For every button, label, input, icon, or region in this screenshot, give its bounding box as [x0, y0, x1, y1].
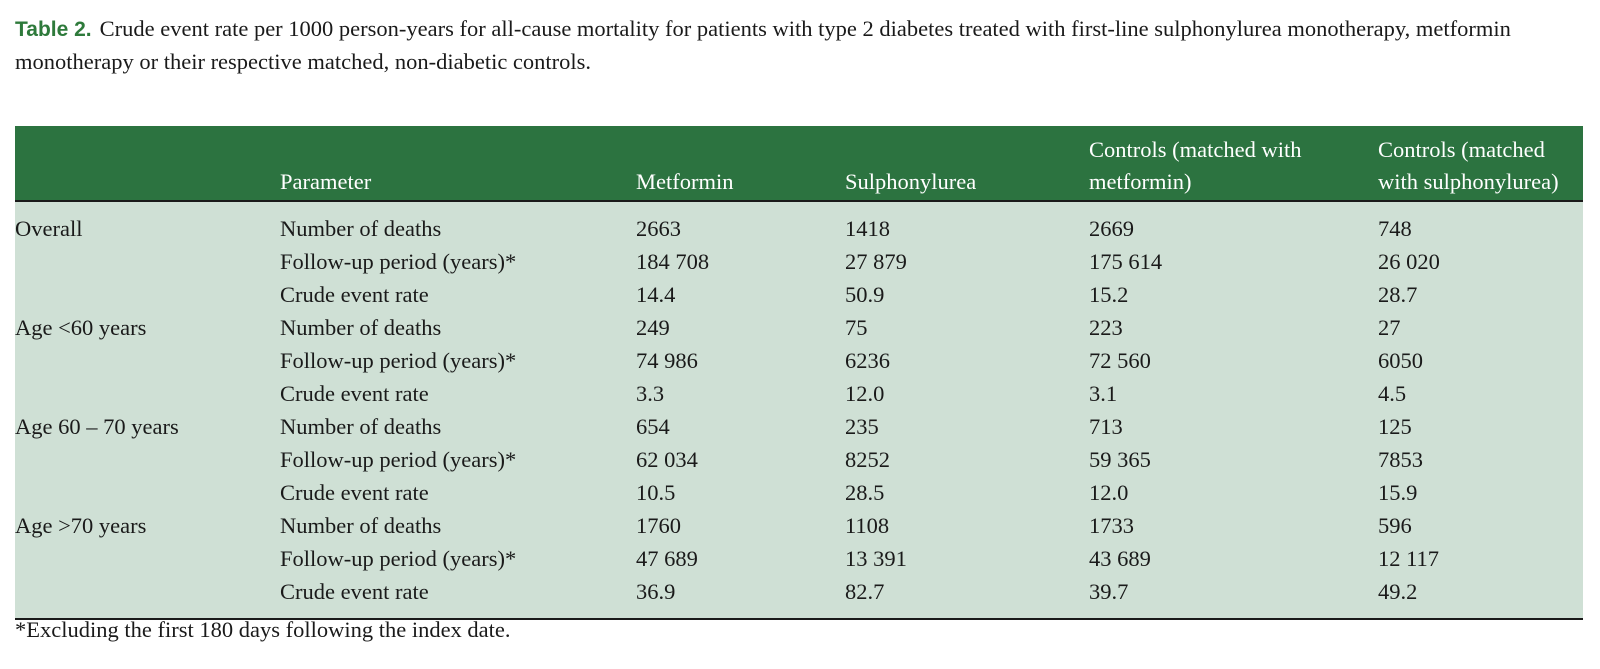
value-cell: 1418: [845, 200, 1089, 245]
table-header: Parameter Metformin Sulphonylurea Controls …: [15, 126, 1583, 201]
value-cell: 235: [845, 414, 879, 439]
parameter-cell: Follow-up period (years)*: [280, 447, 517, 472]
value-cell: 62 034: [636, 447, 698, 472]
column-header: Controls (matched with metformin): [1089, 137, 1302, 194]
parameter-cell: Crude event rate: [280, 282, 429, 307]
value-cell: 74 986: [636, 348, 698, 373]
value-cell: 7853: [1378, 447, 1423, 472]
value-cell: 713: [1089, 414, 1123, 439]
group-cell: Age 60 – 70 years: [15, 414, 179, 439]
table-row: Crude event rate 10.5 28.5 12.0 15.9: [15, 476, 1583, 509]
caption-text: Crude event rate per 1000 person-years f…: [15, 16, 1511, 74]
table-row: Overall Number of deaths 2663 1418 2669 748: [15, 200, 1583, 245]
value-cell: 6236: [845, 348, 890, 373]
header-row: Parameter Metformin Sulphonylurea Controls …: [15, 126, 1583, 201]
parameter-cell: Number of deaths: [280, 513, 442, 538]
value-cell: 59 365: [1089, 447, 1151, 472]
value-cell: 12.0: [1089, 480, 1129, 505]
parameter-cell: Number of deaths: [280, 200, 636, 245]
value-cell: 27: [1378, 315, 1401, 340]
value-cell: 13 391: [845, 546, 907, 571]
table-row: Age 60 – 70 years Number of deaths 654 235 7…: [15, 410, 1583, 443]
value-cell: 223: [1089, 315, 1123, 340]
parameter-cell: Follow-up period (years)*: [280, 546, 517, 571]
value-cell: 3.3: [636, 381, 665, 406]
value-cell: 72 560: [1089, 348, 1151, 373]
value-cell: 26 020: [1378, 249, 1440, 274]
value-cell: 36.9: [636, 575, 845, 620]
table-caption: Table 2. Crude event rate per 1000 person…: [15, 13, 1585, 78]
value-cell: 596: [1378, 513, 1412, 538]
value-cell: 10.5: [636, 480, 676, 505]
column-header: Metformin: [636, 169, 734, 194]
parameter-cell: Number of deaths: [280, 414, 442, 439]
parameter-cell: Number of deaths: [280, 315, 442, 340]
group-cell: [15, 377, 280, 410]
value-cell: 75: [845, 315, 868, 340]
group-cell: Age >70 years: [15, 513, 147, 538]
value-cell: 28.7: [1378, 282, 1418, 307]
group-cell: [15, 542, 280, 575]
value-cell: 3.1: [1089, 381, 1118, 406]
table-row: Follow-up period (years)* 62 034 8252 59 36…: [15, 443, 1583, 476]
table-row: Crude event rate 3.3 12.0 3.1 4.5: [15, 377, 1583, 410]
value-cell: 184 708: [636, 249, 710, 274]
group-cell: Overall: [15, 200, 280, 245]
parameter-cell: Crude event rate: [280, 480, 429, 505]
table-label: Table 2.: [15, 18, 92, 41]
value-cell: 1108: [845, 513, 890, 538]
table-row: Crude event rate 14.4 50.9 15.2 28.7: [15, 278, 1583, 311]
column-header: Parameter: [280, 169, 372, 194]
value-cell: 82.7: [845, 575, 1089, 620]
value-cell: 125: [1378, 414, 1412, 439]
parameter-cell: Follow-up period (years)*: [280, 348, 517, 373]
table-row: Age <60 years Number of deaths 249 75 223 27: [15, 311, 1583, 344]
value-cell: 654: [636, 414, 670, 439]
value-cell: 28.5: [845, 480, 885, 505]
value-cell: 1733: [1089, 513, 1134, 538]
group-cell: Age <60 years: [15, 315, 147, 340]
value-cell: 175 614: [1089, 249, 1163, 274]
value-cell: 15.2: [1089, 282, 1129, 307]
value-cell: 2669: [1089, 200, 1378, 245]
table-row: Follow-up period (years)* 47 689 13 391 43 …: [15, 542, 1583, 575]
column-header: Sulphonylurea: [845, 169, 977, 194]
value-cell: 27 879: [845, 249, 907, 274]
value-cell: 39.7: [1089, 575, 1378, 620]
column-header: [15, 126, 280, 201]
group-cell: [15, 245, 280, 278]
group-cell: [15, 476, 280, 509]
table-row: Age >70 years Number of deaths 1760 1108 173…: [15, 509, 1583, 542]
data-table-container: Parameter Metformin Sulphonylurea Controls …: [15, 126, 1583, 620]
parameter-cell: Follow-up period (years)*: [280, 249, 517, 274]
data-table: Parameter Metformin Sulphonylurea Controls …: [15, 126, 1583, 620]
value-cell: 748: [1378, 200, 1583, 245]
value-cell: 49.2: [1378, 575, 1583, 620]
value-cell: 249: [636, 315, 670, 340]
table-row: Crude event rate 36.9 82.7 39.7 49.2: [15, 575, 1583, 620]
group-cell: [15, 344, 280, 377]
column-header: Controls (matched with sulphonylurea): [1378, 137, 1559, 194]
table-body: Overall Number of deaths 2663 1418 2669 748 Fo…: [15, 200, 1583, 620]
value-cell: 14.4: [636, 282, 676, 307]
value-cell: 12 117: [1378, 546, 1440, 571]
table-row: Follow-up period (years)* 74 986 6236 72 56…: [15, 344, 1583, 377]
value-cell: 8252: [845, 447, 890, 472]
value-cell: 43 689: [1089, 546, 1151, 571]
value-cell: 6050: [1378, 348, 1423, 373]
table-row: Follow-up period (years)* 184 708 27 879 17…: [15, 245, 1583, 278]
parameter-cell: Crude event rate: [280, 575, 636, 620]
value-cell: 15.9: [1378, 480, 1418, 505]
table-footnote: *Excluding the first 180 days following …: [15, 617, 511, 642]
group-cell: [15, 443, 280, 476]
group-cell: [15, 278, 280, 311]
value-cell: 47 689: [636, 546, 698, 571]
parameter-cell: Crude event rate: [280, 381, 429, 406]
value-cell: 12.0: [845, 381, 885, 406]
value-cell: 4.5: [1378, 381, 1407, 406]
value-cell: 2663: [636, 200, 845, 245]
group-cell: [15, 575, 280, 620]
value-cell: 50.9: [845, 282, 885, 307]
value-cell: 1760: [636, 513, 681, 538]
